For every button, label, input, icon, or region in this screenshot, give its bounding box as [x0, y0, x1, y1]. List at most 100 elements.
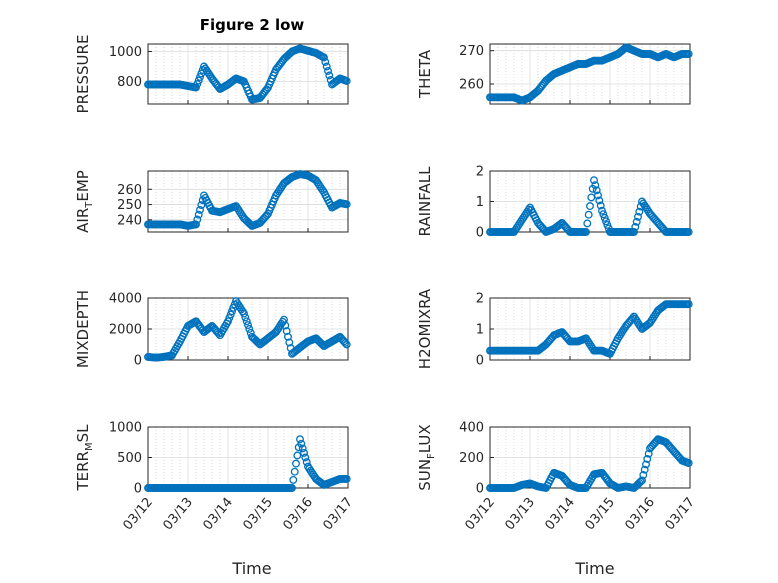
y-tick-label: 260	[117, 183, 142, 198]
x-tick-label: 03/16	[622, 495, 658, 533]
x-tick-label: 03/12	[462, 495, 498, 533]
axes-box	[147, 43, 349, 105]
data-point	[642, 460, 650, 469]
y-tick-label: 1	[476, 323, 484, 338]
x-axis-label-right: Time	[574, 559, 614, 578]
data-point	[197, 201, 206, 210]
data-point	[586, 202, 594, 211]
x-tick-label: 03/13	[160, 495, 196, 533]
data-point	[196, 205, 204, 214]
axes-box	[489, 170, 691, 233]
data-point	[643, 455, 652, 463]
x-tick-label: 03/14	[542, 495, 578, 533]
y-tick-label: 2000	[109, 323, 142, 338]
data-point	[591, 181, 600, 190]
series-markers	[486, 435, 693, 492]
y-axis-label: MIXDEPTH	[74, 290, 92, 368]
data-point	[638, 476, 646, 485]
data-point	[684, 459, 693, 468]
data-point	[288, 484, 296, 492]
y-axis-label: SUNFLUX	[416, 424, 437, 490]
data-point	[325, 71, 334, 80]
data-point	[194, 76, 203, 85]
data-point	[599, 210, 608, 219]
data-point	[289, 475, 298, 484]
data-point	[282, 327, 291, 336]
x-tick-label: 03/17	[320, 495, 356, 533]
axes-box	[147, 297, 349, 361]
axes-box	[489, 297, 691, 361]
y-axis-label: RAINFALL	[416, 166, 434, 237]
y-tick-label: 1000	[109, 421, 142, 436]
data-point	[635, 207, 644, 216]
data-point	[684, 50, 693, 58]
y-tick-label: 240	[117, 213, 142, 228]
series-markers	[486, 300, 693, 358]
data-point	[322, 62, 331, 71]
data-point	[321, 58, 330, 66]
y-tick-label: 0	[476, 482, 484, 497]
panel-8: 03/12 03/13 03/14 03/15 03/16 03/17 0 200 400 SUN…	[416, 421, 698, 534]
data-point	[293, 451, 302, 460]
data-point	[240, 309, 248, 318]
y-tick-label: 260	[459, 78, 484, 93]
data-point	[342, 340, 351, 349]
y-tick-label: 500	[117, 451, 142, 466]
data-point	[640, 465, 649, 474]
data-point	[342, 77, 351, 85]
y-tick-label: 200	[459, 451, 484, 466]
panel-2: 260 270 THETA	[416, 43, 693, 105]
x-axis-label-left: Time	[231, 559, 271, 578]
data-point	[192, 220, 200, 229]
y-tick-label: 0	[476, 354, 484, 369]
data-point	[342, 474, 351, 483]
axes-box	[489, 43, 691, 105]
data-point	[630, 228, 638, 236]
data-point	[587, 193, 596, 202]
data-point	[254, 339, 263, 348]
series-markers	[144, 297, 351, 362]
data-point	[192, 83, 200, 92]
panel-1: 800 1000 PRESSURE	[74, 35, 351, 114]
data-point	[297, 439, 306, 448]
data-point	[592, 186, 601, 195]
x-tick-label: 03/12	[120, 495, 156, 533]
data-point	[302, 458, 311, 467]
data-point	[300, 448, 308, 457]
y-axis-label: TERRMSL	[74, 424, 95, 492]
data-point	[296, 435, 304, 444]
data-point	[636, 477, 645, 486]
data-point	[194, 210, 203, 219]
y-axis-label: PRESSURE	[74, 35, 92, 114]
y-tick-label: 0	[134, 482, 142, 497]
y-tick-label: 400	[459, 421, 484, 436]
y-tick-label: 0	[134, 354, 142, 369]
data-point	[241, 313, 250, 322]
data-point	[244, 321, 252, 330]
data-point	[196, 73, 204, 81]
data-point	[324, 67, 332, 75]
data-point	[284, 332, 292, 341]
data-point	[632, 217, 641, 226]
series-markers	[144, 170, 351, 230]
panel-5: 0 2000 4000 MIXDEPTH	[74, 290, 351, 369]
figure-title: Figure 2 low	[200, 16, 305, 34]
data-point	[602, 217, 610, 226]
y-axis-label: AIRTEMP	[74, 170, 95, 233]
x-tick-label: 03/17	[662, 495, 698, 533]
data-point	[594, 191, 602, 200]
data-point	[245, 325, 254, 333]
panel-4: 0 1 2 RAINFALL	[416, 165, 693, 241]
y-axis-label: H2OMIXRA	[416, 288, 434, 369]
y-tick-label: 1000	[109, 45, 142, 60]
y-tick-label: 1	[476, 195, 484, 210]
x-tick-label: 03/15	[240, 495, 276, 533]
data-point	[634, 212, 642, 221]
data-point	[631, 222, 640, 231]
data-point	[341, 338, 350, 347]
data-point	[644, 449, 653, 458]
data-point	[193, 215, 202, 224]
data-point	[584, 210, 593, 219]
